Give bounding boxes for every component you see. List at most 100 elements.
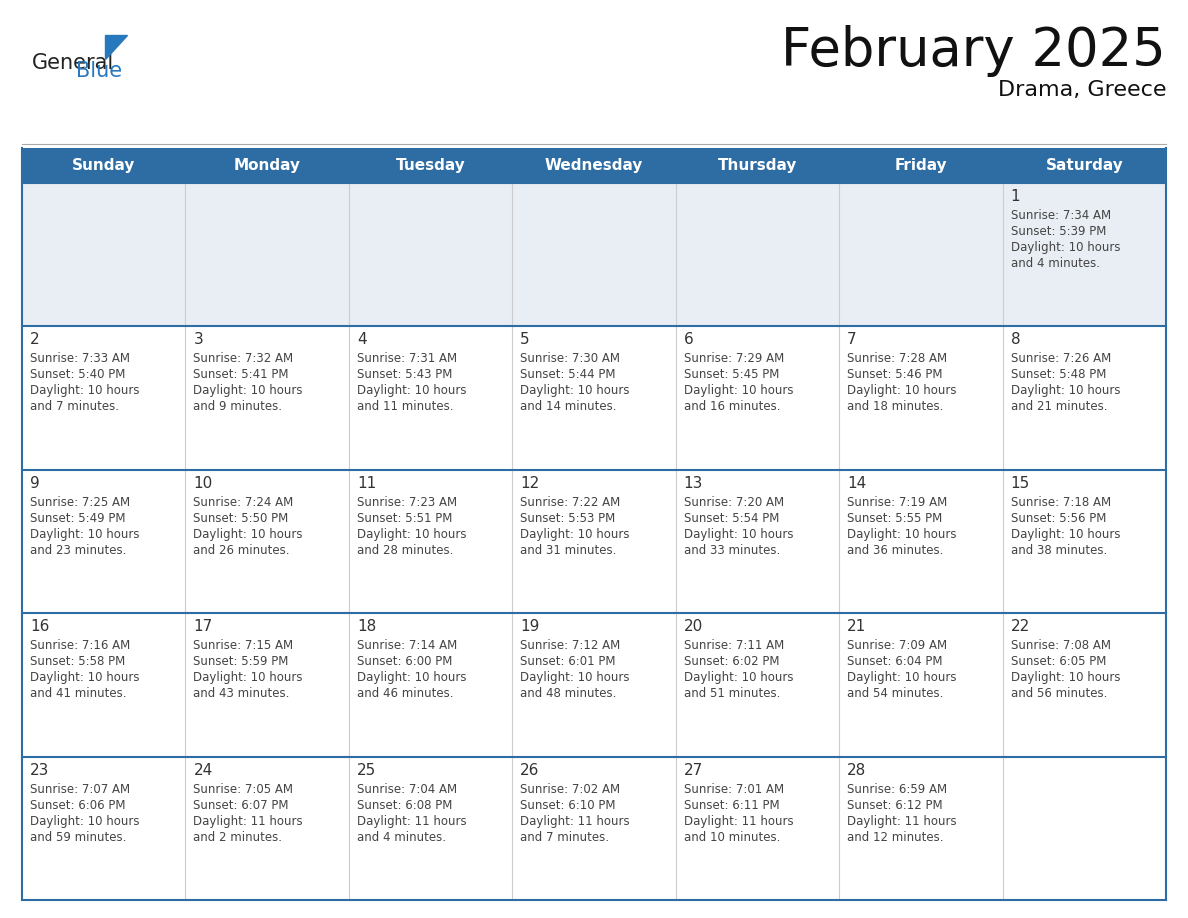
Text: and 59 minutes.: and 59 minutes. (30, 831, 126, 844)
Text: Daylight: 10 hours: Daylight: 10 hours (30, 385, 139, 397)
Text: and 56 minutes.: and 56 minutes. (1011, 688, 1107, 700)
Text: Wednesday: Wednesday (545, 158, 643, 173)
Text: Sunrise: 7:26 AM: Sunrise: 7:26 AM (1011, 353, 1111, 365)
Text: Daylight: 10 hours: Daylight: 10 hours (30, 814, 139, 828)
Text: and 31 minutes.: and 31 minutes. (520, 543, 617, 557)
Text: Sunset: 5:40 PM: Sunset: 5:40 PM (30, 368, 126, 381)
Text: Sunrise: 7:07 AM: Sunrise: 7:07 AM (30, 783, 131, 796)
Text: Sunrise: 7:11 AM: Sunrise: 7:11 AM (684, 639, 784, 652)
Text: and 2 minutes.: and 2 minutes. (194, 831, 283, 844)
Text: Sunrise: 7:15 AM: Sunrise: 7:15 AM (194, 639, 293, 652)
Text: 17: 17 (194, 620, 213, 634)
Text: Daylight: 10 hours: Daylight: 10 hours (684, 528, 794, 541)
Text: and 28 minutes.: and 28 minutes. (356, 543, 454, 557)
Text: and 16 minutes.: and 16 minutes. (684, 400, 781, 413)
Text: Daylight: 10 hours: Daylight: 10 hours (30, 671, 139, 684)
Text: Daylight: 10 hours: Daylight: 10 hours (30, 528, 139, 541)
Text: Sunrise: 7:29 AM: Sunrise: 7:29 AM (684, 353, 784, 365)
Text: Sunset: 6:06 PM: Sunset: 6:06 PM (30, 799, 126, 812)
Bar (23, 756, 1165, 900)
Text: February 2025: February 2025 (782, 25, 1165, 77)
Text: 5: 5 (520, 332, 530, 347)
Text: 25: 25 (356, 763, 377, 778)
Text: Daylight: 10 hours: Daylight: 10 hours (520, 528, 630, 541)
Text: and 23 minutes.: and 23 minutes. (30, 543, 126, 557)
Text: and 46 minutes.: and 46 minutes. (356, 688, 454, 700)
Text: Daylight: 11 hours: Daylight: 11 hours (356, 814, 467, 828)
Text: 1: 1 (1011, 189, 1020, 204)
Text: Tuesday: Tuesday (396, 158, 466, 173)
Text: Sunset: 6:08 PM: Sunset: 6:08 PM (356, 799, 453, 812)
Text: Sunset: 5:46 PM: Sunset: 5:46 PM (847, 368, 942, 381)
Text: 21: 21 (847, 620, 866, 634)
Text: Drama, Greece: Drama, Greece (998, 80, 1165, 100)
Text: Sunrise: 7:14 AM: Sunrise: 7:14 AM (356, 639, 457, 652)
Text: Sunset: 6:01 PM: Sunset: 6:01 PM (520, 655, 615, 668)
Text: Daylight: 10 hours: Daylight: 10 hours (684, 385, 794, 397)
Text: 2: 2 (30, 332, 39, 347)
Text: and 12 minutes.: and 12 minutes. (847, 831, 943, 844)
Text: Sunrise: 7:16 AM: Sunrise: 7:16 AM (30, 639, 131, 652)
Text: and 11 minutes.: and 11 minutes. (356, 400, 454, 413)
Text: 19: 19 (520, 620, 539, 634)
Text: and 36 minutes.: and 36 minutes. (847, 543, 943, 557)
Text: Sunday: Sunday (72, 158, 135, 173)
Text: Sunset: 5:39 PM: Sunset: 5:39 PM (1011, 225, 1106, 238)
Text: Sunset: 6:11 PM: Sunset: 6:11 PM (684, 799, 779, 812)
Text: and 51 minutes.: and 51 minutes. (684, 688, 781, 700)
Text: Daylight: 10 hours: Daylight: 10 hours (356, 385, 467, 397)
Text: 28: 28 (847, 763, 866, 778)
Text: Daylight: 10 hours: Daylight: 10 hours (194, 671, 303, 684)
Text: Sunset: 5:56 PM: Sunset: 5:56 PM (1011, 512, 1106, 525)
Text: Sunrise: 7:28 AM: Sunrise: 7:28 AM (847, 353, 947, 365)
Text: Daylight: 10 hours: Daylight: 10 hours (356, 671, 467, 684)
Text: 9: 9 (30, 476, 39, 491)
Text: Sunrise: 7:01 AM: Sunrise: 7:01 AM (684, 783, 784, 796)
Text: 12: 12 (520, 476, 539, 491)
Text: Daylight: 10 hours: Daylight: 10 hours (1011, 385, 1120, 397)
Text: Sunset: 5:53 PM: Sunset: 5:53 PM (520, 512, 615, 525)
Text: Friday: Friday (895, 158, 947, 173)
Text: Daylight: 10 hours: Daylight: 10 hours (520, 385, 630, 397)
Text: Sunrise: 7:08 AM: Sunrise: 7:08 AM (1011, 639, 1111, 652)
Text: Sunrise: 7:22 AM: Sunrise: 7:22 AM (520, 496, 620, 509)
Text: Sunrise: 7:02 AM: Sunrise: 7:02 AM (520, 783, 620, 796)
Text: and 43 minutes.: and 43 minutes. (194, 688, 290, 700)
Text: Sunrise: 7:05 AM: Sunrise: 7:05 AM (194, 783, 293, 796)
Text: General: General (32, 53, 114, 73)
Text: Daylight: 10 hours: Daylight: 10 hours (847, 671, 956, 684)
Text: and 21 minutes.: and 21 minutes. (1011, 400, 1107, 413)
Text: and 33 minutes.: and 33 minutes. (684, 543, 781, 557)
Text: Sunset: 5:54 PM: Sunset: 5:54 PM (684, 512, 779, 525)
Text: Sunrise: 6:59 AM: Sunrise: 6:59 AM (847, 783, 947, 796)
Bar (23, 470, 1165, 613)
Text: Daylight: 11 hours: Daylight: 11 hours (684, 814, 794, 828)
Text: Sunset: 5:50 PM: Sunset: 5:50 PM (194, 512, 289, 525)
Text: Sunrise: 7:23 AM: Sunrise: 7:23 AM (356, 496, 457, 509)
Text: 22: 22 (1011, 620, 1030, 634)
Text: and 4 minutes.: and 4 minutes. (1011, 257, 1100, 270)
Text: Daylight: 10 hours: Daylight: 10 hours (684, 671, 794, 684)
Bar (23, 148, 1165, 183)
Text: Sunrise: 7:18 AM: Sunrise: 7:18 AM (1011, 496, 1111, 509)
Text: Daylight: 11 hours: Daylight: 11 hours (520, 814, 630, 828)
Text: Sunset: 5:44 PM: Sunset: 5:44 PM (520, 368, 615, 381)
Text: and 10 minutes.: and 10 minutes. (684, 831, 781, 844)
Bar (23, 613, 1165, 756)
Text: Sunset: 5:49 PM: Sunset: 5:49 PM (30, 512, 126, 525)
Text: Daylight: 10 hours: Daylight: 10 hours (520, 671, 630, 684)
Text: Daylight: 10 hours: Daylight: 10 hours (356, 528, 467, 541)
Text: and 4 minutes.: and 4 minutes. (356, 831, 446, 844)
Text: 3: 3 (194, 332, 203, 347)
Text: Sunset: 6:04 PM: Sunset: 6:04 PM (847, 655, 942, 668)
Text: and 41 minutes.: and 41 minutes. (30, 688, 126, 700)
Text: Sunrise: 7:34 AM: Sunrise: 7:34 AM (1011, 209, 1111, 222)
Text: Sunset: 5:45 PM: Sunset: 5:45 PM (684, 368, 779, 381)
Text: Sunrise: 7:30 AM: Sunrise: 7:30 AM (520, 353, 620, 365)
Text: Daylight: 10 hours: Daylight: 10 hours (847, 385, 956, 397)
Text: Daylight: 11 hours: Daylight: 11 hours (847, 814, 956, 828)
Text: Thursday: Thursday (718, 158, 797, 173)
Text: 6: 6 (684, 332, 694, 347)
Text: Sunset: 6:07 PM: Sunset: 6:07 PM (194, 799, 289, 812)
Text: 14: 14 (847, 476, 866, 491)
